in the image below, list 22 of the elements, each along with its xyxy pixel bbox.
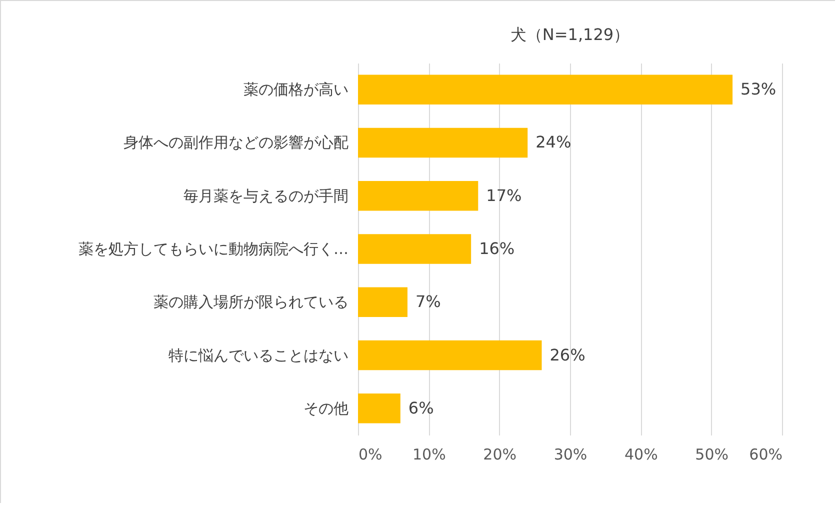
x-tick-label: 60% bbox=[749, 446, 782, 464]
y-tick-label: その他 bbox=[304, 399, 348, 418]
x-tick-label: 30% bbox=[554, 446, 588, 464]
data-label: 7% bbox=[415, 292, 441, 312]
y-tick-label: 毎月薬を与えるのが手間 bbox=[184, 186, 348, 205]
x-tick-label: 0% bbox=[358, 446, 382, 464]
y-tick-label: 薬の価格が高い bbox=[244, 80, 348, 99]
x-tick-label: 20% bbox=[483, 446, 517, 464]
y-tick-label: 特に悩んでいることはない bbox=[168, 346, 348, 364]
y-tick-label: 身体への副作用などの影響が心配 bbox=[124, 134, 348, 152]
x-tick-label: 50% bbox=[695, 446, 729, 464]
data-label: 6% bbox=[408, 398, 434, 418]
x-tick-label: 40% bbox=[624, 446, 658, 464]
chart-title: 犬（N=1,129） bbox=[510, 25, 630, 44]
data-label: 17% bbox=[486, 186, 522, 205]
data-label: 24% bbox=[536, 132, 572, 152]
data-label: 16% bbox=[479, 239, 515, 258]
data-label: 26% bbox=[550, 345, 586, 364]
data-label: 53% bbox=[740, 80, 776, 99]
y-tick-label: 薬の購入場所が限られている bbox=[154, 293, 348, 312]
y-tick-label: 薬を処方してもらいに動物病院へ行く… bbox=[78, 240, 348, 258]
x-tick-label: 10% bbox=[412, 446, 446, 464]
